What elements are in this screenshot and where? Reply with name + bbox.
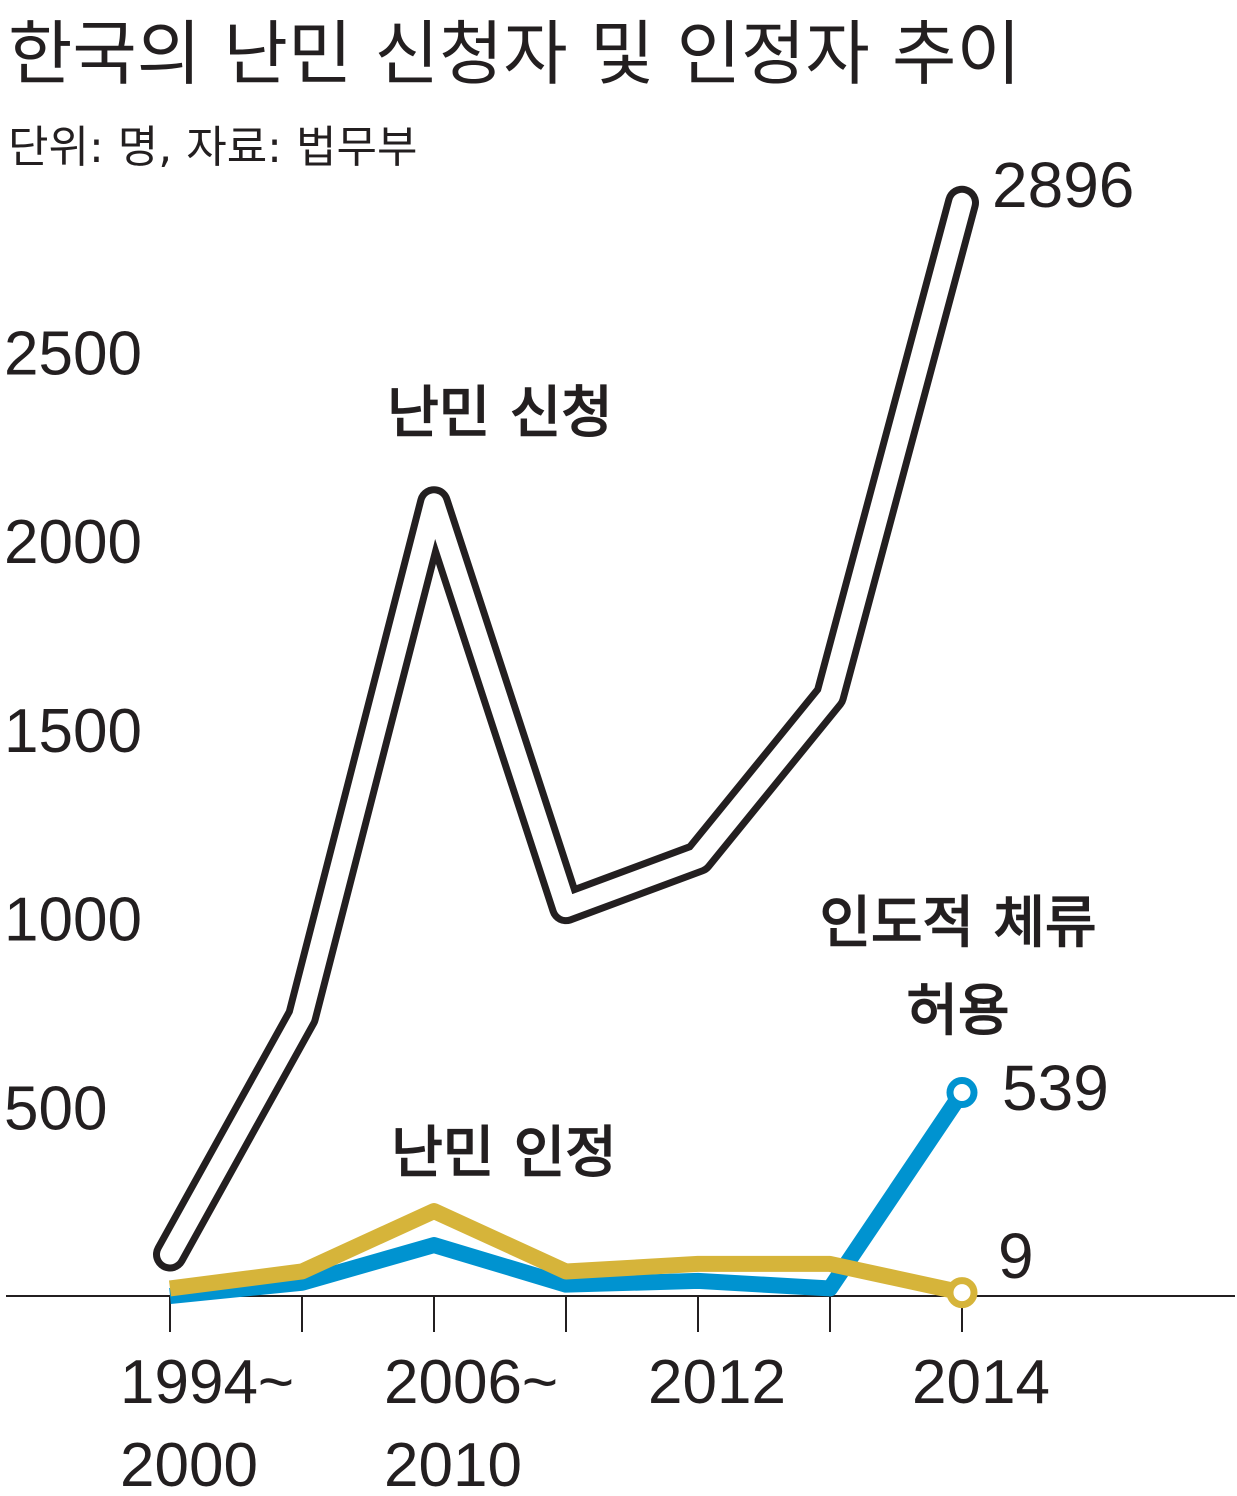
y-tick-label: 1000: [4, 886, 142, 955]
x-tick-label: 2012: [648, 1348, 786, 1417]
applicants-end-label: 2896: [992, 149, 1134, 221]
x-tick-label: 2000: [120, 1431, 258, 1496]
humanitarian-end-marker: [946, 1077, 978, 1109]
x-axis: 1994~ 2000 2006~ 2010 2012 2014: [6, 1295, 1235, 1496]
humanitarian-end-label: 539: [1002, 1052, 1109, 1124]
y-tick-label: 2000: [4, 508, 142, 577]
recognized-line: [168, 1203, 964, 1301]
x-tick-label: 2006~: [384, 1348, 558, 1417]
x-tick-label: 2014: [912, 1348, 1050, 1417]
recognized-end-label: 9: [998, 1220, 1034, 1292]
humanitarian-series-label: 인도적 체류: [819, 891, 1096, 956]
chart-subtitle: 단위: 명, 자료: 법무부: [8, 122, 417, 173]
x-tick-label: 1994~: [120, 1348, 294, 1417]
applicants-series-label: 난민 신청: [387, 381, 613, 446]
recognized-end-marker: [946, 1277, 978, 1309]
applicants-line-outline: [153, 185, 979, 1272]
y-tick-label: 500: [4, 1074, 107, 1143]
applicants-line: [160, 192, 972, 1265]
y-tick-label: 1500: [4, 697, 142, 766]
recognized-series-label: 난민 인정: [391, 1121, 617, 1186]
chart-title: 한국의 난민 신청자 및 인정자 추이: [8, 13, 1021, 95]
humanitarian-line: [169, 1088, 969, 1304]
series-lines: [153, 185, 979, 1309]
y-tick-label: 2500: [4, 319, 142, 388]
x-tick-label: 2010: [384, 1431, 522, 1496]
y-axis-ticks: 500 1000 1500 2000 2500: [4, 319, 142, 1143]
humanitarian-series-label: 허용: [906, 979, 1009, 1044]
